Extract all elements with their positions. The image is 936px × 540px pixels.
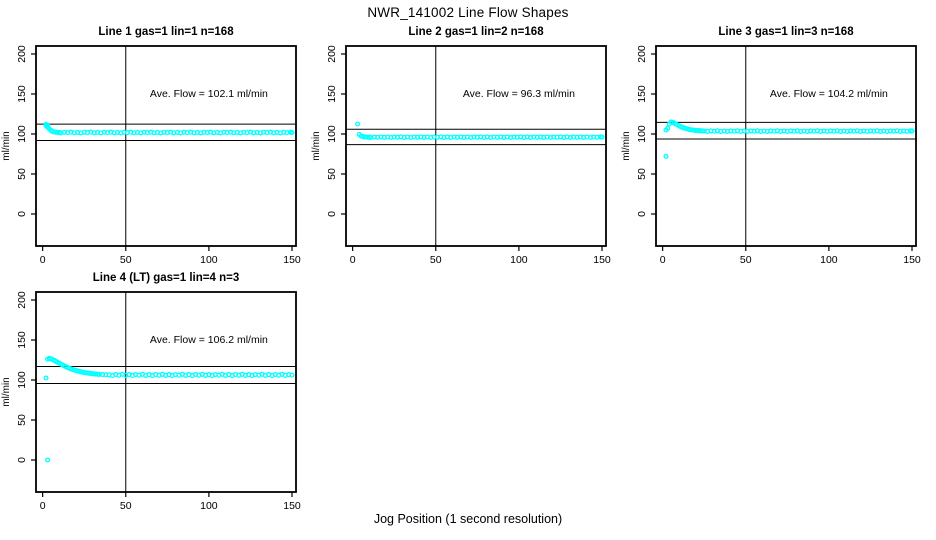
plot-border — [345, 45, 607, 247]
y-axis-tick-label: 50 — [636, 168, 648, 180]
data-point — [665, 125, 671, 131]
y-axis-label: ml/min — [1, 377, 12, 406]
y-axis-tick-label: 0 — [326, 211, 338, 217]
x-axis-tick-label: 0 — [350, 254, 356, 266]
y-axis-tick-label: 50 — [16, 168, 28, 180]
data-points — [43, 121, 295, 136]
x-axis-tick-label: 0 — [40, 254, 46, 266]
data-point — [45, 457, 51, 463]
data-point — [599, 134, 605, 140]
subplot-plot-area: Line 1 gas=1 lin=1 n=168 0 50 100 150 0 50 100 1… — [1, 26, 301, 266]
y-axis-tick-label: 200 — [326, 45, 338, 63]
subplot-line-1: Line 1 gas=1 lin=1 n=168 0 50 100 150 0 50 100 1… — [0, 20, 312, 270]
y-axis-tick-label: 100 — [326, 125, 338, 143]
x-axis-tick-label: 150 — [283, 254, 301, 266]
y-axis-tick-label: 0 — [16, 457, 28, 463]
subplot-title: Line 1 gas=1 lin=1 n=168 — [98, 26, 234, 38]
y-axis-tick-label: 100 — [16, 371, 28, 389]
data-point — [43, 375, 49, 381]
x-axis-tick-label: 100 — [820, 254, 838, 266]
ave-flow-annotation: Ave. Flow = 104.2 ml/min — [770, 88, 888, 100]
subplot-line-4: Line 4 (LT) gas=1 lin=4 n=3 0 50 100 150 0 50 1… — [0, 266, 312, 516]
y-axis-tick-label: 100 — [636, 125, 648, 143]
data-point — [289, 372, 295, 378]
data-point — [355, 121, 361, 127]
data-points — [43, 355, 295, 463]
plot-border — [655, 45, 917, 247]
x-axis-tick-label: 150 — [283, 500, 301, 512]
ave-flow-annotation: Ave. Flow = 96.3 ml/min — [463, 88, 575, 100]
y-axis-tick-label: 150 — [16, 85, 28, 103]
x-axis-tick-label: 50 — [740, 254, 752, 266]
x-axis-tick-label: 150 — [903, 254, 921, 266]
x-axis-tick-label: 100 — [510, 254, 528, 266]
ave-flow-annotation: Ave. Flow = 106.2 ml/min — [150, 334, 268, 346]
subplot-line-3: Line 3 gas=1 lin=3 n=168 0 50 100 150 0 50 100 1… — [620, 20, 932, 270]
subplot-plot-area: Line 4 (LT) gas=1 lin=4 n=3 0 50 100 150 0 50 1… — [1, 272, 301, 512]
subplot-title: Line 3 gas=1 lin=3 n=168 — [718, 26, 854, 38]
data-point — [909, 128, 915, 134]
x-axis-tick-label: 50 — [430, 254, 442, 266]
y-axis-tick-label: 0 — [16, 211, 28, 217]
data-point — [289, 130, 295, 136]
figure-xlabel: Jog Position (1 second resolution) — [373, 512, 563, 526]
subplot-title: Line 4 (LT) gas=1 lin=4 n=3 — [93, 272, 239, 284]
y-axis-tick-label: 50 — [16, 414, 28, 426]
y-axis-tick-label: 200 — [636, 45, 648, 63]
subplot-plot-area: Line 3 gas=1 lin=3 n=168 0 50 100 150 0 50 100 1… — [621, 26, 921, 266]
plot-border — [35, 45, 297, 247]
figure-title: NWR_141002 Line Flow Shapes — [367, 5, 569, 20]
y-axis-tick-label: 50 — [326, 168, 338, 180]
x-axis-tick-label: 100 — [200, 254, 218, 266]
y-axis-label: ml/min — [1, 131, 12, 160]
y-axis-tick-label: 200 — [16, 45, 28, 63]
x-axis-tick-label: 50 — [120, 254, 132, 266]
x-axis-tick-label: 0 — [660, 254, 666, 266]
x-axis-tick-label: 100 — [200, 500, 218, 512]
data-point — [663, 153, 669, 159]
ave-flow-annotation: Ave. Flow = 102.1 ml/min — [150, 88, 268, 100]
y-axis-tick-label: 200 — [16, 291, 28, 309]
subplot-plot-area: Line 2 gas=1 lin=2 n=168 0 50 100 150 0 50 100 1… — [311, 26, 611, 266]
plot-border — [35, 291, 297, 493]
y-axis-label: ml/min — [311, 131, 322, 160]
y-axis-tick-label: 150 — [326, 85, 338, 103]
subplot-line-2: Line 2 gas=1 lin=2 n=168 0 50 100 150 0 50 100 1… — [310, 20, 622, 270]
y-axis-tick-label: 150 — [16, 331, 28, 349]
data-points — [355, 121, 605, 141]
x-axis-tick-label: 0 — [40, 500, 46, 512]
data-points — [663, 119, 915, 159]
y-axis-tick-label: 150 — [636, 85, 648, 103]
y-axis-tick-label: 100 — [16, 125, 28, 143]
y-axis-tick-label: 0 — [636, 211, 648, 217]
subplot-title: Line 2 gas=1 lin=2 n=168 — [408, 26, 544, 38]
y-axis-label: ml/min — [621, 131, 632, 160]
x-axis-tick-label: 150 — [593, 254, 611, 266]
x-axis-tick-label: 50 — [120, 500, 132, 512]
